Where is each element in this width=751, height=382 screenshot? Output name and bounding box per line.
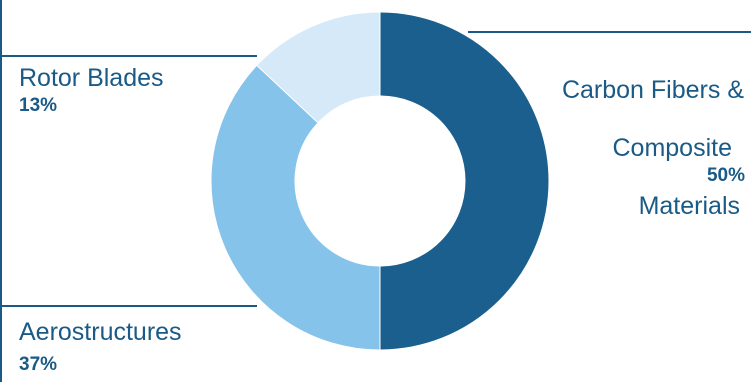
slice-label-carbon-line2: Composite: [612, 134, 733, 162]
slice-value-rotor: 13%: [19, 95, 58, 116]
leader-line-rotor: [0, 55, 257, 57]
slice-value-carbon: 50%: [706, 165, 745, 186]
slice-label-carbon-line3: Materials: [638, 192, 740, 220]
slice-aerostructures: [210, 64, 381, 351]
slice-rotor-blades: [256, 11, 381, 124]
slice-label-aero: Aerostructures: [19, 318, 182, 346]
slice-label-carbon: Carbon Fibers & Composite Materials: [562, 47, 744, 250]
slice-carbon: [379, 11, 550, 351]
left-border: [0, 0, 2, 382]
leader-line-aero: [0, 305, 257, 307]
slice-label-rotor: Rotor Blades: [19, 64, 164, 92]
slice-label-carbon-line1: Carbon Fibers &: [561, 76, 744, 104]
slice-value-aero: 37%: [19, 354, 58, 375]
leader-line-carbon: [468, 31, 751, 33]
